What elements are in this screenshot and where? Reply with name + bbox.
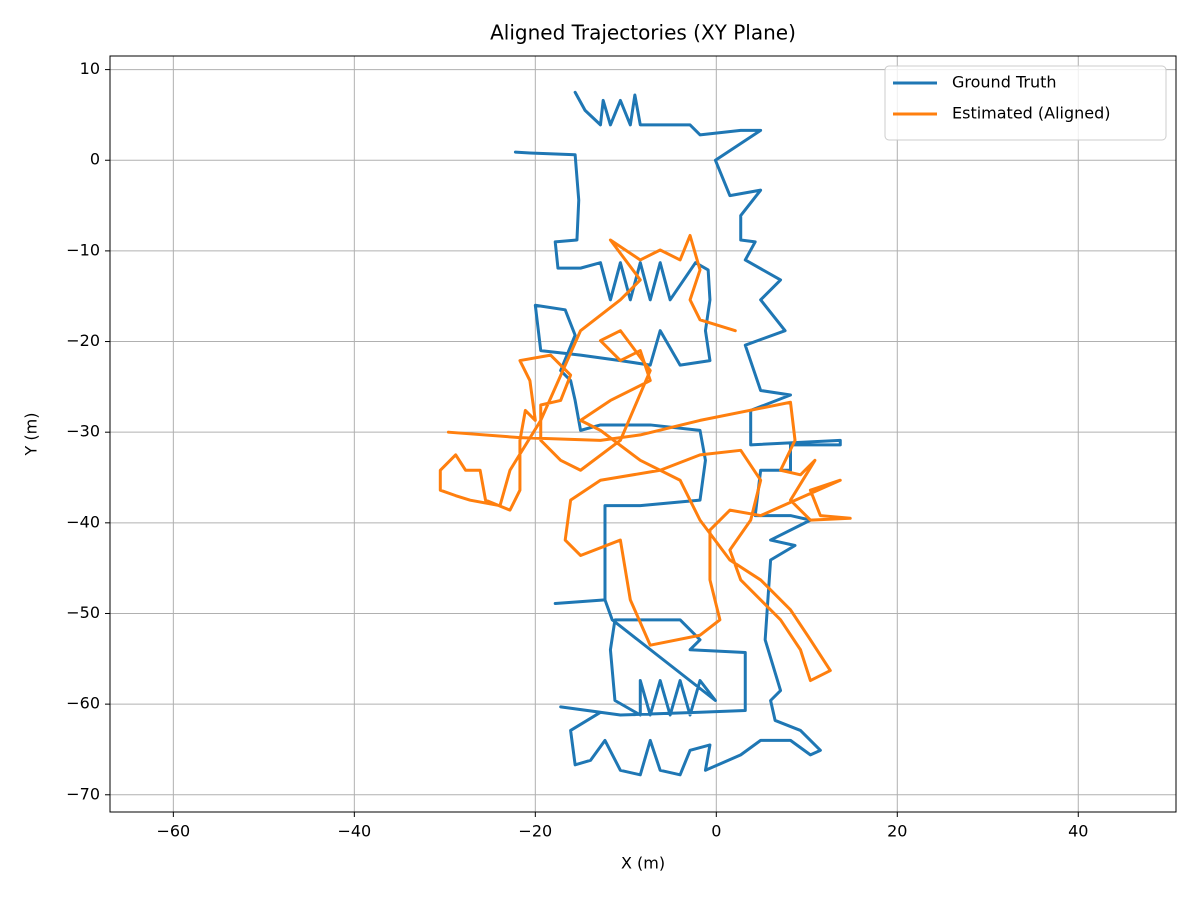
y-tick-label: −50 xyxy=(66,603,100,622)
x-tick-label: −20 xyxy=(518,822,552,841)
y-tick-label: 10 xyxy=(80,59,100,78)
y-tick-label: −20 xyxy=(66,331,100,350)
ticks: −60 −40 −20 0 20 40 −70 −60 −50 −40 −30 −20 −10 0 10 xyxy=(66,59,1088,840)
x-tick-label: 0 xyxy=(711,822,721,841)
y-tick-label: −40 xyxy=(66,512,100,531)
axes-frame xyxy=(109,55,1177,813)
x-axis-label: X (m) xyxy=(621,854,665,873)
trajectory-line xyxy=(438,233,852,683)
grid xyxy=(110,56,1176,812)
legend-label: Ground Truth xyxy=(952,73,1057,92)
trajectory-line xyxy=(513,90,842,777)
x-tick-label: 20 xyxy=(887,822,907,841)
x-tick-label: −60 xyxy=(156,822,190,841)
y-tick-label: −30 xyxy=(66,422,100,441)
y-tick-label: −60 xyxy=(66,694,100,713)
legend-label: Estimated (Aligned) xyxy=(952,104,1111,123)
legend: Ground Truth Estimated (Aligned) xyxy=(884,65,1167,141)
y-tick-label: −70 xyxy=(66,784,100,803)
y-tick-label: −10 xyxy=(66,240,100,259)
y-axis-label: Y (m) xyxy=(22,413,41,457)
legend-box xyxy=(884,65,1167,141)
y-tick-label: 0 xyxy=(90,150,100,169)
x-tick-label: −40 xyxy=(337,822,371,841)
x-tick-label: 40 xyxy=(1068,822,1088,841)
plot-area xyxy=(438,90,852,777)
chart-title: Aligned Trajectories (XY Plane) xyxy=(490,21,796,45)
